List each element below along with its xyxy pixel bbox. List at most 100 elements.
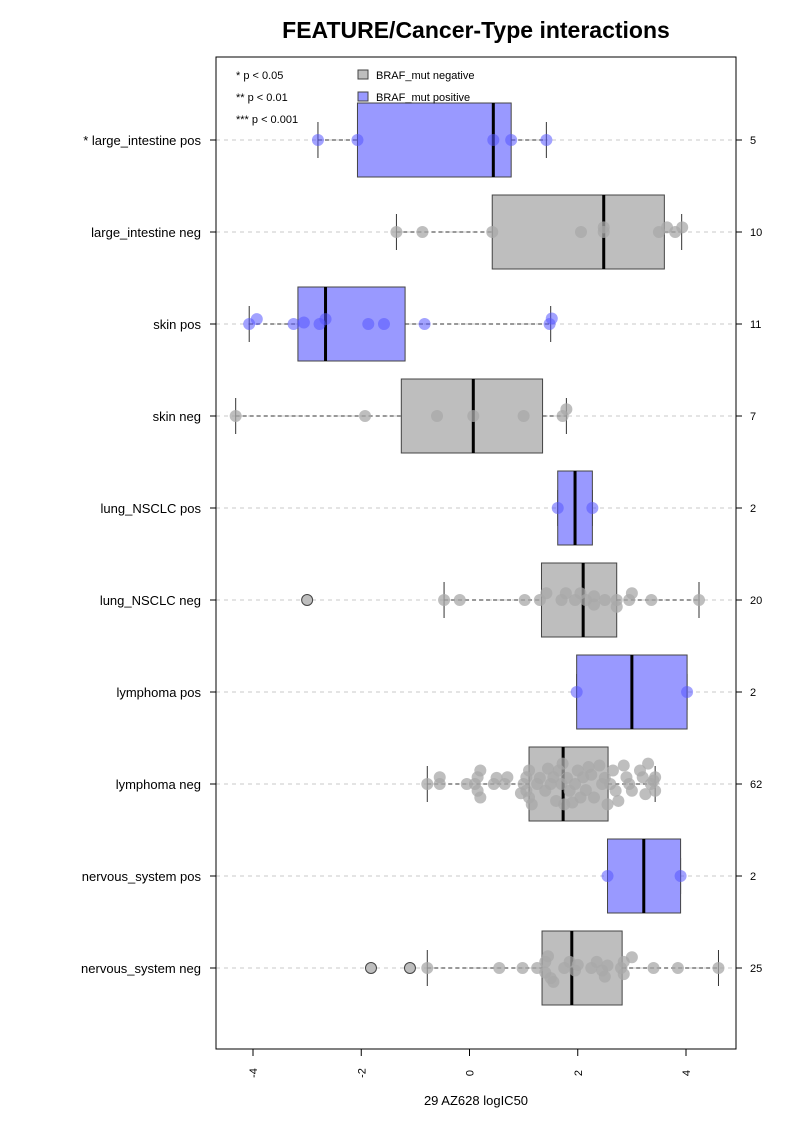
data-point	[587, 590, 600, 603]
data-point	[517, 410, 530, 422]
data-point	[571, 958, 584, 971]
x-axis-label: 29 AZ628 logIC50	[424, 1093, 528, 1108]
data-point	[474, 791, 487, 804]
data-point	[486, 226, 499, 238]
data-point	[287, 318, 300, 330]
data-point	[639, 788, 652, 801]
data-point	[587, 598, 600, 611]
y-tick-label: skin pos	[153, 317, 201, 332]
data-point	[676, 221, 689, 234]
data-point	[647, 962, 660, 974]
data-point	[487, 134, 500, 146]
legend-sig-3: *** p < 0.001	[236, 114, 298, 126]
data-point	[438, 594, 451, 606]
data-point	[351, 134, 364, 146]
y-tick-label: lung_NSCLC neg	[100, 593, 201, 608]
data-point	[525, 798, 538, 811]
data-point	[433, 771, 446, 784]
data-point	[467, 410, 480, 422]
group-count-label: 5	[750, 135, 756, 147]
y-tick-label: lung_NSCLC pos	[101, 501, 202, 516]
data-point	[551, 502, 564, 514]
data-point	[570, 686, 583, 698]
x-tick-label: -4	[248, 1068, 260, 1078]
data-point	[377, 318, 390, 330]
y-tick-label: large_intestine neg	[91, 225, 201, 240]
y-tick-label: lymphoma neg	[116, 777, 201, 792]
data-point	[642, 757, 655, 770]
data-point	[421, 962, 434, 974]
data-point	[606, 764, 619, 777]
data-point	[250, 313, 263, 326]
legend-sig-1: * p < 0.05	[236, 70, 283, 82]
data-point	[418, 318, 431, 330]
data-point	[601, 959, 614, 972]
data-point	[514, 787, 527, 800]
x-tick-label: -2	[356, 1068, 368, 1078]
chart-title: FEATURE/Cancer-Type interactions	[282, 17, 670, 43]
group-count-label: 2	[750, 687, 756, 699]
data-point	[560, 771, 573, 784]
y-axis-right: 5 10 11 7 2 20 2 62 2 25	[736, 135, 762, 975]
box	[356, 102, 512, 178]
legend-swatch-negative	[357, 69, 369, 80]
data-point	[681, 686, 694, 698]
data-point	[569, 778, 582, 790]
outlier-point	[301, 594, 314, 606]
group-count-label: 20	[750, 595, 762, 607]
data-point	[390, 226, 403, 238]
data-point	[460, 778, 473, 790]
data-point	[501, 771, 514, 784]
data-point	[559, 587, 572, 600]
data-point	[516, 962, 529, 974]
data-point	[645, 594, 658, 606]
data-point	[712, 962, 725, 974]
data-point	[625, 951, 638, 964]
data-point	[431, 410, 444, 422]
data-point	[601, 870, 614, 882]
data-point	[453, 594, 466, 606]
legend-swatch-positive	[357, 91, 369, 102]
x-tick-label: 0	[465, 1070, 477, 1076]
group-count-label: 25	[750, 963, 762, 975]
data-point	[541, 950, 554, 963]
group-count-label: 7	[750, 411, 756, 423]
data-point	[545, 312, 558, 325]
outlier-point	[364, 962, 377, 974]
data-point	[649, 784, 662, 797]
data-point	[601, 798, 614, 811]
data-point	[671, 962, 684, 974]
data-point	[547, 975, 560, 988]
data-point	[598, 594, 611, 606]
data-point	[474, 764, 487, 777]
group-count-label: 62	[750, 779, 762, 791]
data-point	[493, 962, 506, 974]
data-point	[625, 587, 638, 600]
y-tick-label: nervous_system pos	[82, 869, 202, 884]
data-point	[617, 759, 630, 772]
data-point	[609, 784, 622, 797]
data-point	[598, 970, 611, 983]
group-count-label: 2	[750, 503, 756, 515]
data-point	[649, 771, 662, 784]
data-point	[612, 794, 625, 807]
data-point	[625, 784, 638, 797]
data-point	[416, 226, 429, 238]
data-point	[590, 955, 603, 968]
x-tick-label: 2	[573, 1070, 585, 1076]
data-point	[505, 134, 518, 146]
outlier-point	[403, 962, 416, 974]
y-tick-label: nervous_system neg	[81, 961, 201, 976]
data-point	[518, 594, 531, 606]
legend-label-negative: BRAF_mut negative	[376, 70, 474, 82]
data-point	[692, 594, 705, 606]
data-point	[319, 313, 332, 326]
y-tick-label: * large_intestine pos	[83, 133, 201, 148]
boxes	[297, 102, 688, 1006]
data-points	[229, 134, 725, 988]
data-point	[421, 778, 434, 790]
x-axis: -4 -2 0 2 4	[248, 1049, 693, 1078]
data-point	[229, 410, 242, 422]
plot-frame	[215, 56, 737, 1050]
